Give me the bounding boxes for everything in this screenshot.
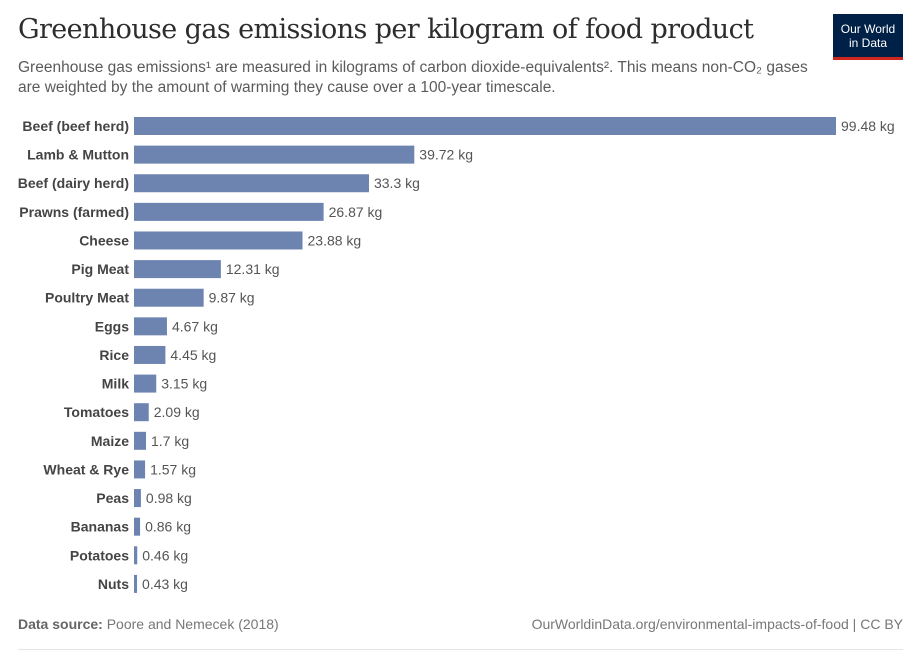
bar[interactable] — [134, 345, 166, 364]
category-label: Cheese — [79, 232, 129, 248]
bar[interactable] — [134, 117, 836, 135]
category-label: Peas — [96, 490, 129, 506]
category-label: Tomatoes — [64, 404, 129, 420]
value-label: 0.46 kg — [142, 547, 188, 563]
category-label: Prawns (farmed) — [19, 204, 129, 220]
value-label: 4.45 kg — [170, 347, 216, 363]
category-label: Bananas — [71, 519, 130, 535]
value-label: 0.86 kg — [145, 519, 191, 535]
bar[interactable] — [134, 145, 415, 164]
logo-line1: Our World — [840, 21, 896, 36]
bar[interactable] — [134, 460, 146, 479]
bar[interactable] — [134, 517, 141, 536]
category-label: Maize — [91, 433, 129, 449]
bar[interactable] — [134, 260, 221, 279]
value-label: 23.88 kg — [308, 232, 362, 248]
bar[interactable] — [134, 202, 324, 221]
source-url-link[interactable]: OurWorldinData.org/environmental-impacts… — [531, 616, 903, 632]
value-label: 26.87 kg — [329, 204, 383, 220]
bar-chart: Beef (beef herd) 99.48 kg Lamb & Mutton 39.… — [18, 117, 895, 593]
data-source: Data source: Poore and Nemecek (2018) — [18, 616, 279, 632]
value-label: 1.7 kg — [151, 433, 189, 449]
chart-subtitle: Greenhouse gas emissions¹ are measured i… — [18, 59, 808, 96]
owid-logo[interactable]: Our World in Data — [833, 14, 903, 60]
bar[interactable] — [134, 374, 157, 393]
category-label: Wheat & Rye — [43, 461, 129, 477]
bar[interactable] — [134, 403, 149, 422]
value-label: 99.48 kg — [841, 118, 895, 134]
value-label: 0.43 kg — [142, 576, 188, 592]
value-label: 1.57 kg — [150, 461, 196, 477]
footer-divider — [18, 649, 903, 650]
value-label: 39.72 kg — [419, 147, 473, 163]
category-label: Nuts — [98, 576, 129, 592]
logo-line2: in Data — [848, 35, 888, 50]
category-label: Milk — [102, 376, 129, 392]
category-label: Rice — [99, 347, 129, 363]
value-label: 4.67 kg — [172, 318, 218, 334]
value-label: 3.15 kg — [161, 376, 207, 392]
bar[interactable] — [134, 317, 167, 336]
category-label: Beef (beef herd) — [22, 118, 129, 134]
data-source-link[interactable]: Poore and Nemecek (2018) — [106, 616, 279, 632]
data-source-label: Data source: — [18, 616, 103, 632]
bar[interactable] — [134, 174, 369, 193]
value-label: 12.31 kg — [226, 261, 280, 277]
value-label: 33.3 kg — [374, 175, 420, 191]
bar[interactable] — [134, 431, 146, 450]
category-label: Lamb & Mutton — [27, 147, 129, 163]
value-label: 0.98 kg — [146, 490, 192, 506]
category-label: Beef (dairy herd) — [18, 175, 129, 191]
bar[interactable] — [134, 288, 204, 307]
bar[interactable] — [134, 574, 138, 593]
bar[interactable] — [134, 546, 138, 565]
bar[interactable] — [134, 489, 141, 508]
value-label: 2.09 kg — [154, 404, 200, 420]
category-label: Potatoes — [70, 547, 129, 563]
category-label: Pig Meat — [71, 261, 129, 277]
category-label: Poultry Meat — [45, 290, 129, 306]
category-label: Eggs — [95, 318, 129, 334]
bar[interactable] — [134, 231, 303, 250]
chart-title: Greenhouse gas emissions per kilogram of… — [18, 14, 754, 45]
value-label: 9.87 kg — [209, 290, 255, 306]
